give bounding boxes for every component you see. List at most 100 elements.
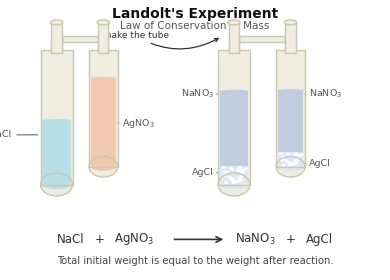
Circle shape <box>283 157 285 158</box>
Circle shape <box>239 177 242 178</box>
Circle shape <box>283 164 285 166</box>
Ellipse shape <box>278 89 303 92</box>
Bar <box>98 36 108 52</box>
Circle shape <box>291 164 293 165</box>
Circle shape <box>232 181 234 183</box>
Circle shape <box>234 181 237 183</box>
Circle shape <box>240 172 243 173</box>
Text: NaNO$_3$: NaNO$_3$ <box>305 88 342 100</box>
Circle shape <box>231 169 234 171</box>
Circle shape <box>300 154 302 155</box>
Text: NaCl: NaCl <box>0 130 38 139</box>
Bar <box>218 50 250 185</box>
Text: AgCl: AgCl <box>192 168 218 177</box>
Circle shape <box>296 159 298 161</box>
Text: NaCl: NaCl <box>57 233 84 246</box>
Bar <box>285 22 296 53</box>
Circle shape <box>242 171 245 173</box>
Circle shape <box>232 179 234 181</box>
Circle shape <box>280 153 283 155</box>
Bar <box>220 91 248 185</box>
Bar <box>229 22 239 53</box>
Text: AgNO$_3$: AgNO$_3$ <box>118 117 154 130</box>
Circle shape <box>245 168 247 170</box>
Ellipse shape <box>276 157 305 177</box>
Circle shape <box>296 162 298 164</box>
Text: +: + <box>94 233 105 246</box>
Bar <box>89 50 118 167</box>
Bar <box>278 152 303 167</box>
Circle shape <box>295 153 297 155</box>
Circle shape <box>223 175 226 176</box>
Circle shape <box>281 159 284 161</box>
Circle shape <box>241 172 244 174</box>
Ellipse shape <box>90 163 116 171</box>
Circle shape <box>289 164 291 166</box>
Ellipse shape <box>42 180 71 189</box>
Circle shape <box>294 163 296 165</box>
Circle shape <box>231 179 234 180</box>
Ellipse shape <box>220 180 248 189</box>
Bar <box>51 36 62 52</box>
Bar <box>41 50 73 185</box>
Circle shape <box>230 178 232 179</box>
Circle shape <box>294 155 296 157</box>
Ellipse shape <box>41 173 73 196</box>
Ellipse shape <box>284 20 297 25</box>
Circle shape <box>225 182 227 184</box>
Circle shape <box>236 169 239 171</box>
Text: Law of Conservation of Mass: Law of Conservation of Mass <box>120 21 270 31</box>
Bar <box>51 36 62 52</box>
Bar <box>98 22 108 53</box>
Circle shape <box>285 160 288 162</box>
Circle shape <box>229 176 231 178</box>
Ellipse shape <box>42 119 71 122</box>
Ellipse shape <box>97 20 110 25</box>
Bar <box>90 78 116 167</box>
Circle shape <box>238 180 240 182</box>
Ellipse shape <box>220 180 248 189</box>
Bar <box>239 36 285 42</box>
Circle shape <box>224 171 226 173</box>
Circle shape <box>295 160 298 162</box>
Ellipse shape <box>278 163 303 171</box>
Text: AgCl: AgCl <box>306 233 333 246</box>
Bar <box>41 50 73 185</box>
Circle shape <box>295 155 298 157</box>
Circle shape <box>222 167 225 168</box>
Circle shape <box>239 167 241 168</box>
Bar <box>285 36 296 52</box>
Circle shape <box>282 156 284 158</box>
Ellipse shape <box>89 157 118 177</box>
Bar <box>229 22 239 53</box>
Text: AgCl: AgCl <box>305 160 331 169</box>
Text: +: + <box>285 233 296 246</box>
Ellipse shape <box>228 20 240 25</box>
Bar <box>229 36 239 52</box>
Bar <box>42 120 71 185</box>
Circle shape <box>241 169 244 171</box>
Bar <box>276 50 305 167</box>
Circle shape <box>223 175 225 177</box>
Ellipse shape <box>50 20 63 25</box>
Circle shape <box>296 157 298 158</box>
Bar <box>98 22 108 53</box>
Ellipse shape <box>90 77 116 80</box>
Text: Total initial weight is equal to the weight after reaction.: Total initial weight is equal to the wei… <box>57 256 333 266</box>
Ellipse shape <box>220 90 248 93</box>
Circle shape <box>226 171 228 173</box>
Bar <box>220 165 248 185</box>
Circle shape <box>288 162 291 164</box>
Circle shape <box>281 159 284 160</box>
Bar <box>239 36 285 42</box>
Bar <box>51 22 62 53</box>
Circle shape <box>292 155 295 156</box>
Text: AgNO$_3$: AgNO$_3$ <box>114 231 155 248</box>
Text: NaNO$_3$: NaNO$_3$ <box>235 232 276 247</box>
Bar <box>62 36 98 42</box>
Bar <box>276 50 305 167</box>
Circle shape <box>294 161 296 162</box>
Bar <box>62 36 98 42</box>
Circle shape <box>297 155 299 157</box>
Circle shape <box>298 156 300 158</box>
